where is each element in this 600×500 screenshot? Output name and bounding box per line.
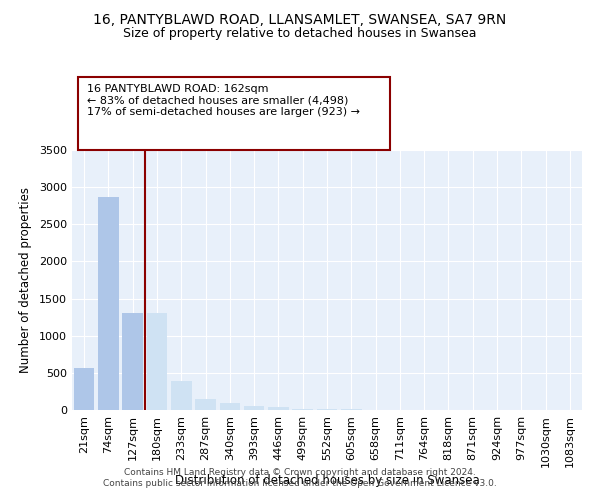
- Text: Contains HM Land Registry data © Crown copyright and database right 2024.
Contai: Contains HM Land Registry data © Crown c…: [103, 468, 497, 487]
- Text: 16, PANTYBLAWD ROAD, LLANSAMLET, SWANSEA, SA7 9RN: 16, PANTYBLAWD ROAD, LLANSAMLET, SWANSEA…: [94, 12, 506, 26]
- Bar: [195, 399, 216, 410]
- Bar: [171, 381, 191, 410]
- Bar: [98, 197, 119, 410]
- Bar: [122, 314, 143, 410]
- X-axis label: Distribution of detached houses by size in Swansea: Distribution of detached houses by size …: [175, 474, 479, 486]
- Bar: [268, 408, 289, 410]
- Y-axis label: Number of detached properties: Number of detached properties: [19, 187, 32, 373]
- Bar: [244, 406, 265, 410]
- Bar: [292, 408, 313, 410]
- Bar: [146, 314, 167, 410]
- Bar: [220, 404, 240, 410]
- Text: Size of property relative to detached houses in Swansea: Size of property relative to detached ho…: [123, 28, 477, 40]
- Text: 16 PANTYBLAWD ROAD: 162sqm
← 83% of detached houses are smaller (4,498)
17% of s: 16 PANTYBLAWD ROAD: 162sqm ← 83% of deta…: [87, 84, 360, 116]
- Bar: [74, 368, 94, 410]
- Bar: [317, 409, 337, 410]
